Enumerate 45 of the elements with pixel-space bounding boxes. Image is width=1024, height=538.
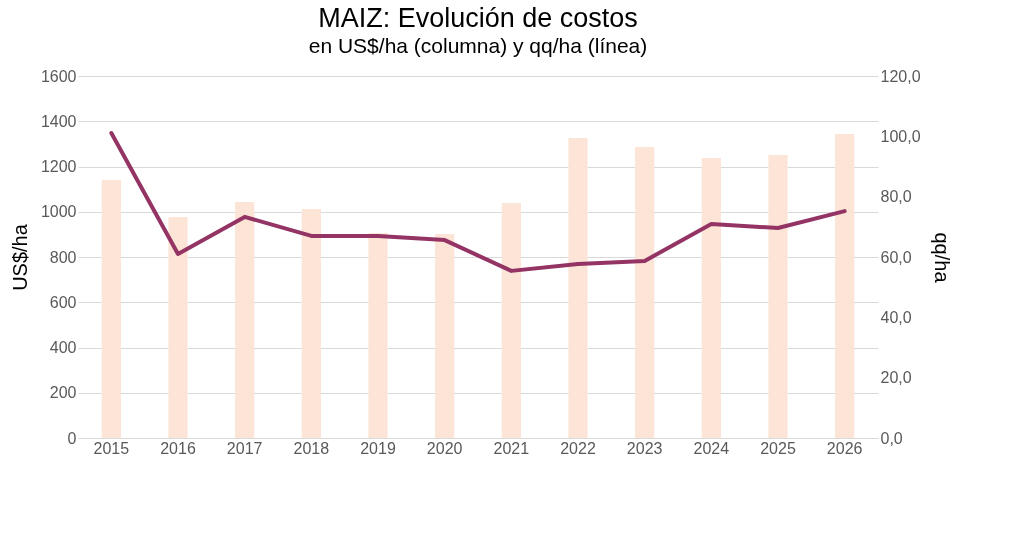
bar — [701, 157, 721, 438]
bar — [835, 133, 855, 438]
x-tick-label: 2026 — [826, 439, 863, 457]
x-tick-label: 2015 — [93, 439, 130, 457]
bar — [235, 202, 255, 438]
x-tick-label: 2018 — [293, 439, 330, 457]
bar — [435, 233, 455, 438]
x-tick-label: 2025 — [760, 439, 796, 457]
y-tick-label: 800 — [49, 248, 77, 266]
y2-tick-label: 20,0 — [880, 369, 912, 387]
bar — [101, 180, 121, 438]
x-tick-label: 2020 — [426, 439, 463, 457]
y2-axis-title: qq/ha — [930, 232, 953, 284]
bar — [568, 137, 588, 438]
y-tick-label: 1000 — [40, 203, 77, 221]
y-tick-label: 1400 — [40, 112, 77, 130]
y-tick-label: 400 — [49, 339, 77, 356]
y2-tick-label: 80,0 — [880, 188, 912, 206]
y2-tick-label: 60,0 — [880, 248, 912, 266]
bar — [168, 216, 188, 438]
bar — [301, 209, 321, 438]
chart-title: MAIZ: Evolución de costos — [318, 3, 638, 33]
y-tick-label: 200 — [49, 384, 77, 402]
x-tick-label: 2016 — [160, 439, 196, 457]
bar — [368, 233, 388, 438]
line-series — [109, 131, 847, 273]
y2-tick-label: 40,0 — [880, 308, 912, 326]
y-tick-label: 0 — [67, 429, 77, 447]
x-tick-label: 2022 — [560, 439, 596, 457]
y-tick-label: 1600 — [40, 67, 77, 85]
y-tick-label: 1200 — [40, 158, 77, 175]
y-axis-title: US$/ha — [8, 223, 31, 291]
x-tick-label: 2024 — [693, 439, 730, 457]
bar — [768, 154, 788, 438]
x-tick-label: 2023 — [626, 439, 663, 457]
bar — [635, 147, 655, 438]
x-tick-label: 2021 — [493, 439, 530, 457]
y-tick-label: 600 — [49, 293, 77, 311]
x-tick-label: 2019 — [360, 439, 396, 457]
x-tick-label: 2017 — [226, 439, 263, 457]
y2-tick-label: 0,0 — [880, 429, 903, 447]
chart-subtitle: en US$/ha (columna) y qq/ha (línea) — [308, 34, 648, 57]
y2-tick-label: 120,0 — [880, 67, 921, 85]
y2-tick-label: 100,0 — [880, 127, 921, 145]
bar — [501, 202, 521, 438]
